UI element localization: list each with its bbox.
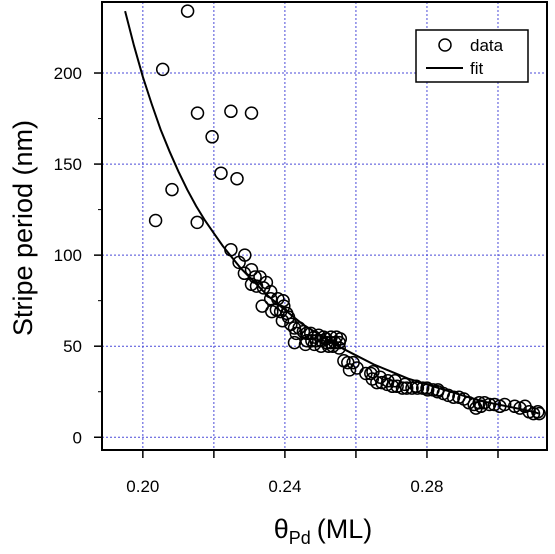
data-point bbox=[256, 281, 271, 295]
data-point bbox=[214, 166, 228, 180]
y-axis-title: Stripe period (nm) bbox=[8, 120, 38, 336]
x-axis-title: θPd (ML) bbox=[274, 514, 373, 548]
data-point bbox=[287, 321, 302, 335]
data-point bbox=[244, 262, 259, 277]
data-point bbox=[395, 381, 410, 395]
data-point bbox=[410, 381, 425, 395]
data-point bbox=[298, 337, 313, 352]
data-point bbox=[232, 255, 246, 270]
axis-ticks bbox=[94, 72, 499, 458]
legend: data fit bbox=[415, 29, 529, 83]
data-point bbox=[321, 339, 336, 353]
x-axis-title-symbol: θ bbox=[274, 514, 289, 544]
data-point bbox=[249, 279, 264, 293]
y-tick-label: 150 bbox=[54, 155, 82, 174]
x-tick-label: 0.20 bbox=[126, 477, 159, 496]
grid-lines bbox=[102, 2, 547, 450]
data-point bbox=[224, 104, 238, 119]
y-tick-label: 100 bbox=[54, 246, 82, 265]
legend-box bbox=[415, 29, 529, 83]
data-point bbox=[289, 326, 304, 341]
data-point bbox=[277, 299, 291, 313]
x-axis-title-unit: (ML) bbox=[317, 514, 373, 544]
data-point bbox=[531, 405, 545, 419]
data-point bbox=[342, 363, 357, 377]
data-point bbox=[332, 341, 346, 355]
data-point bbox=[205, 130, 219, 144]
data-point bbox=[165, 182, 179, 197]
data-point bbox=[275, 313, 290, 328]
data-point bbox=[446, 390, 461, 404]
data-point bbox=[474, 399, 488, 414]
data-point bbox=[507, 399, 522, 414]
legend-label-fit: fit bbox=[470, 59, 484, 78]
data-point bbox=[180, 4, 195, 18]
x-axis-title-subscript: Pd bbox=[289, 528, 311, 548]
y-tick-label: 200 bbox=[54, 64, 82, 83]
legend-label-data: data bbox=[470, 36, 504, 55]
data-point bbox=[148, 213, 163, 228]
y-tick-label: 0 bbox=[73, 428, 82, 447]
data-point bbox=[430, 384, 445, 399]
data-point bbox=[365, 372, 380, 386]
data-point bbox=[532, 406, 546, 421]
legend-marker-data bbox=[438, 38, 452, 52]
data-point bbox=[409, 379, 424, 394]
data-point bbox=[373, 370, 387, 384]
plot-frame bbox=[101, 1, 548, 451]
y-tick-label: 50 bbox=[63, 337, 82, 356]
data-point bbox=[381, 374, 395, 388]
data-point bbox=[326, 339, 340, 353]
data-point bbox=[263, 284, 278, 299]
x-tick-label: 0.24 bbox=[268, 477, 301, 496]
data-point bbox=[244, 106, 259, 120]
data-point bbox=[190, 106, 205, 120]
data-point bbox=[190, 215, 204, 230]
data-points bbox=[148, 4, 546, 421]
data-point bbox=[364, 366, 378, 381]
data-point bbox=[487, 397, 502, 412]
data-point bbox=[482, 397, 497, 412]
data-point bbox=[155, 62, 170, 77]
axis-tick-labels: 0.20 0.24 0.28 0 50 100 150 200 bbox=[54, 64, 444, 496]
data-point bbox=[497, 397, 512, 412]
data-point bbox=[230, 171, 244, 186]
data-point bbox=[307, 337, 322, 352]
x-tick-label: 0.28 bbox=[410, 477, 443, 496]
data-point bbox=[248, 270, 262, 284]
data-point bbox=[224, 242, 238, 257]
